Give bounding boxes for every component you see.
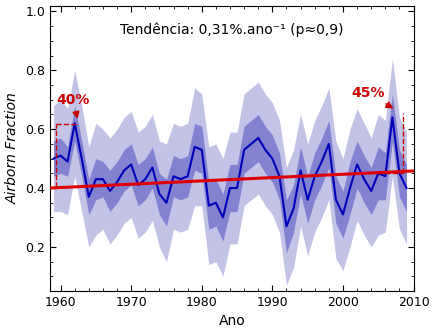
Text: 40%: 40% xyxy=(56,93,90,117)
Y-axis label: Airborn Fraction: Airborn Fraction xyxy=(6,93,20,204)
Text: Tendência: 0,31%.ano⁻¹ (p≈0,9): Tendência: 0,31%.ano⁻¹ (p≈0,9) xyxy=(120,23,343,37)
X-axis label: Ano: Ano xyxy=(218,314,245,328)
Text: 45%: 45% xyxy=(350,86,391,108)
